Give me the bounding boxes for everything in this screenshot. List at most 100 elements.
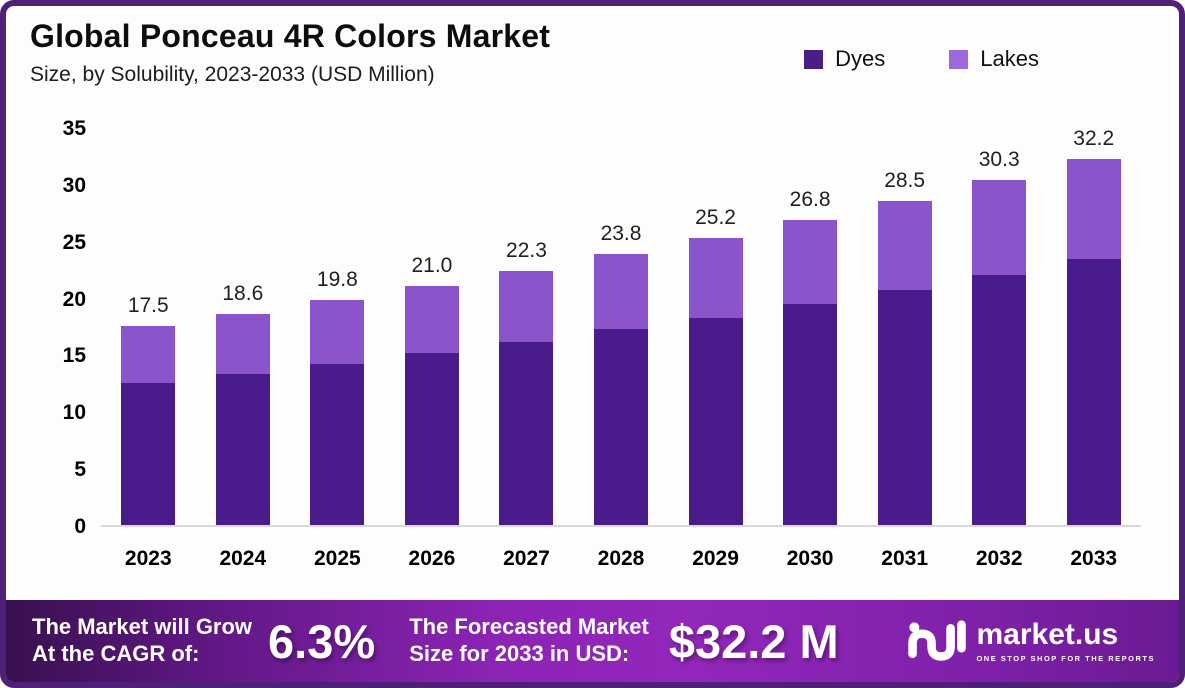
legend-label-lakes: Lakes	[980, 46, 1039, 71]
legend-item-lakes: Lakes	[949, 46, 1039, 72]
dyes-color-swatch	[804, 49, 824, 69]
bar-2033-dyes-segment	[1066, 258, 1121, 525]
bar-group-2033: 32.2 2033	[1046, 126, 1141, 570]
plot-area: 17.5 2023 18.6 2024 19.8 2025 21.0 2026 22.3 2027…	[101, 126, 1141, 570]
bar-2030-lakes-segment	[783, 220, 838, 305]
bar-2032-lakes-segment	[972, 180, 1027, 275]
bar-2026-dyes-segment	[404, 353, 459, 525]
bar-2024-dyes-segment	[215, 373, 270, 525]
bar-group-2026: 21.0 2026	[385, 129, 480, 570]
bar-group-2028: 23.8 2028	[574, 129, 669, 570]
cagr-text: The Market will Grow At the CAGR of:	[32, 614, 252, 668]
marketus-logo-tagline: ONE STOP SHOP FOR THE REPORTS	[976, 653, 1155, 663]
x-axis-label-2027: 2027	[503, 547, 550, 570]
bar-value-label-2029: 25.2	[695, 206, 736, 230]
chart-header: Global Ponceau 4R Colors Market Size, by…	[30, 18, 550, 87]
bar-stack-2026	[404, 286, 459, 525]
marketus-logo-text-block: market.us ONE STOP SHOP FOR THE REPORTS	[976, 617, 1155, 663]
y-axis: 0 5 10 15 20 25 30 35	[34, 117, 86, 538]
bar-2027-lakes-segment	[499, 271, 554, 342]
bar-stack-2032	[972, 180, 1027, 525]
y-axis-tick-label: 20	[62, 287, 86, 311]
forecast-text-line2: Size for 2033 in USD:	[409, 641, 630, 666]
bar-2029-dyes-segment	[688, 318, 743, 525]
marketus-logo: market.us ONE STOP SHOP FOR THE REPORTS	[908, 615, 1155, 667]
bar-stack-2029	[688, 238, 743, 525]
bar-stack-2027	[499, 271, 554, 525]
bar-2031-lakes-segment	[877, 200, 932, 290]
bar-group-2031: 28.5 2031	[857, 129, 952, 570]
bar-value-label-2023: 17.5	[127, 294, 169, 317]
x-axis-label-2026: 2026	[408, 547, 456, 570]
bar-2027-dyes-segment	[499, 341, 554, 525]
bar-2032-dyes-segment	[972, 274, 1027, 525]
legend-item-dyes: Dyes	[804, 46, 885, 72]
bar-2023-dyes-segment	[121, 382, 176, 525]
y-axis-tick-label: 10	[62, 401, 86, 425]
bar-2025-lakes-segment	[310, 299, 365, 364]
y-axis-tick-label: 30	[62, 173, 86, 197]
bar-group-2032: 30.3 2032	[952, 129, 1047, 570]
bar-value-label-2028: 23.8	[600, 222, 642, 246]
bar-stack-2033	[1066, 158, 1121, 525]
bar-value-label-2027: 22.3	[506, 239, 547, 263]
bar-value-label-2031: 28.5	[884, 168, 926, 192]
bar-series: 17.5 2023 18.6 2024 19.8 2025 21.0 2026 22.3 2027…	[101, 126, 1141, 570]
bar-2026-lakes-segment	[404, 286, 459, 354]
cagr-text-line1: The Market will Grow	[32, 614, 253, 640]
x-axis-label-2025: 2025	[314, 547, 361, 570]
bar-2030-dyes-segment	[783, 304, 838, 525]
bar-2024-lakes-segment	[215, 313, 270, 374]
chart-legend: Dyes Lakes	[804, 46, 1039, 72]
bar-group-2030: 26.8 2030	[763, 129, 858, 570]
bar-2029-lakes-segment	[688, 238, 743, 319]
lakes-color-swatch	[949, 49, 969, 69]
x-axis-label-2032: 2032	[975, 547, 1023, 570]
forecast-value: $32.2 M	[668, 614, 839, 668]
bar-value-label-2024: 18.6	[222, 281, 264, 305]
bar-2023-lakes-segment	[121, 326, 176, 383]
y-axis-tick-label: 35	[62, 117, 86, 140]
bar-stack-2031	[877, 200, 932, 525]
cagr-value: 6.3%	[268, 614, 376, 668]
bar-group-2024: 18.6 2024	[196, 129, 291, 570]
bar-group-2025: 19.8 2025	[290, 129, 385, 570]
x-axis-label-2028: 2028	[597, 547, 645, 570]
bar-2028-lakes-segment	[594, 254, 648, 330]
y-axis-tick-label: 0	[74, 515, 86, 538]
bar-2025-dyes-segment	[310, 363, 365, 525]
chart-subtitle: Size, by Solubility, 2023-2033 (USD Mill…	[30, 63, 435, 86]
bar-2031-dyes-segment	[877, 289, 932, 525]
bar-value-label-2026: 21.0	[411, 254, 453, 278]
bottom-banner: The Market will Grow At the CAGR of: 6.3…	[6, 600, 1179, 682]
x-axis-label-2030: 2030	[786, 547, 834, 570]
y-axis-tick-label: 5	[74, 458, 86, 482]
cagr-text-line2: At the CAGR of:	[32, 641, 200, 666]
y-axis-tick-label: 15	[62, 344, 86, 368]
x-axis-label-2029: 2029	[692, 547, 739, 570]
bar-value-label-2032: 30.3	[978, 148, 1020, 172]
chart-title: Global Ponceau 4R Colors Market	[30, 18, 551, 54]
bar-value-label-2025: 19.8	[316, 267, 358, 291]
x-axis-label-2031: 2031	[881, 547, 928, 570]
bar-group-2027: 22.3 2027	[479, 129, 574, 570]
bar-2028-dyes-segment	[594, 329, 648, 525]
x-axis-label-2023: 2023	[124, 547, 172, 570]
bar-group-2023: 17.5 2023	[101, 129, 196, 570]
forecast-text: The Forecasted Market Size for 2033 in U…	[409, 614, 649, 668]
y-axis-tick-label: 25	[62, 230, 86, 254]
bar-stack-2025	[310, 299, 365, 525]
bar-value-label-2033: 32.2	[1073, 126, 1115, 150]
bar-stack-2023	[121, 326, 176, 525]
forecast-text-line1: The Forecasted Market	[409, 614, 649, 640]
x-axis-label-2024: 2024	[219, 547, 267, 570]
bar-value-label-2030: 26.8	[789, 188, 831, 212]
marketus-logo-icon	[908, 620, 967, 661]
marketus-logo-text: market.us	[976, 617, 1119, 651]
bar-stack-2028	[594, 254, 648, 525]
bar-group-2029: 25.2 2029	[668, 129, 763, 570]
bar-stack-2030	[783, 220, 838, 525]
bar-2033-lakes-segment	[1066, 158, 1121, 259]
x-axis-label-2033: 2033	[1070, 547, 1118, 570]
bar-stack-2024	[215, 313, 270, 525]
